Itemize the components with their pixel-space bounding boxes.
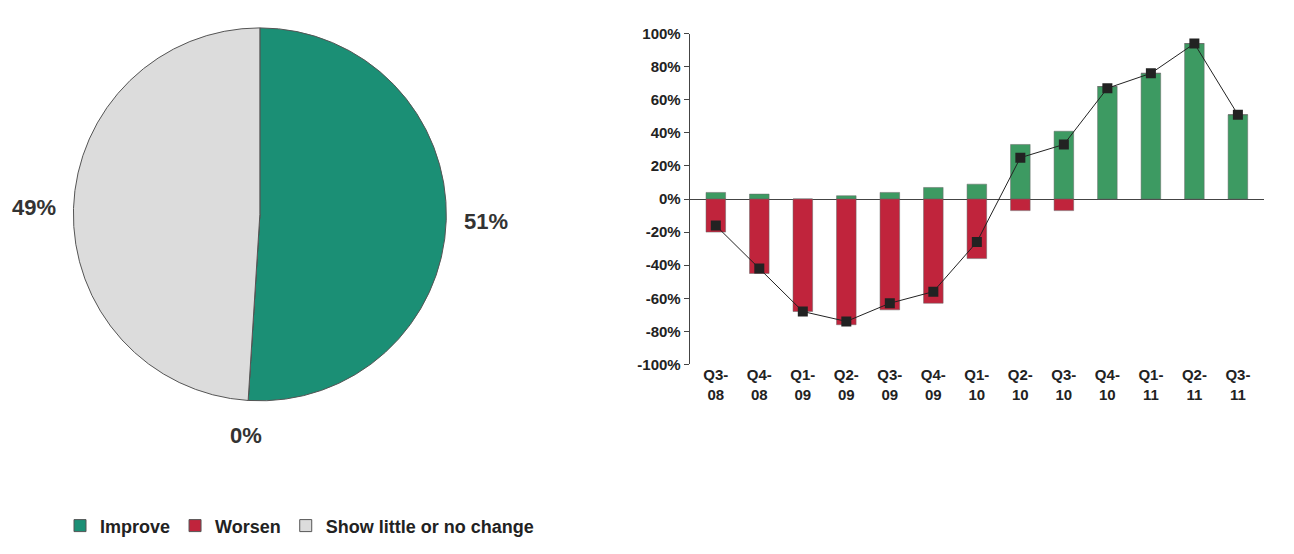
svg-text:Q1-11: Q1-11 — [1138, 366, 1163, 403]
svg-text:-60%: -60% — [646, 290, 681, 307]
svg-text:20%: 20% — [651, 157, 681, 174]
svg-text:100%: 100% — [642, 25, 680, 42]
svg-text:51%: 51% — [464, 209, 508, 234]
svg-text:Q4-08: Q4-08 — [747, 366, 772, 403]
svg-text:-80%: -80% — [646, 323, 681, 340]
svg-text:Show little or no change: Show little or no change — [326, 517, 534, 537]
svg-text:0%: 0% — [230, 423, 262, 448]
svg-text:Q3-10: Q3-10 — [1051, 366, 1076, 403]
svg-text:49%: 49% — [12, 195, 56, 220]
svg-text:-40%: -40% — [646, 256, 681, 273]
svg-text:Q3-08: Q3-08 — [703, 366, 728, 403]
svg-text:Worsen: Worsen — [215, 517, 281, 537]
svg-text:Q2-10: Q2-10 — [1008, 366, 1033, 403]
svg-text:Q3-11: Q3-11 — [1225, 366, 1250, 403]
svg-text:Q2-11: Q2-11 — [1182, 366, 1207, 403]
svg-text:40%: 40% — [651, 124, 681, 141]
svg-text:-20%: -20% — [646, 223, 681, 240]
svg-text:Q1-09: Q1-09 — [790, 366, 815, 403]
svg-text:Q3-09: Q3-09 — [877, 366, 902, 403]
svg-text:Q4-10: Q4-10 — [1095, 366, 1120, 403]
svg-text:Improve: Improve — [100, 517, 170, 537]
svg-text:60%: 60% — [651, 91, 681, 108]
svg-text:Q4-09: Q4-09 — [921, 366, 946, 403]
svg-text:Q1-10: Q1-10 — [964, 366, 989, 403]
svg-text:Q2-09: Q2-09 — [834, 366, 859, 403]
svg-text:-100%: -100% — [637, 356, 680, 373]
svg-text:0%: 0% — [659, 190, 681, 207]
svg-text:80%: 80% — [651, 58, 681, 75]
